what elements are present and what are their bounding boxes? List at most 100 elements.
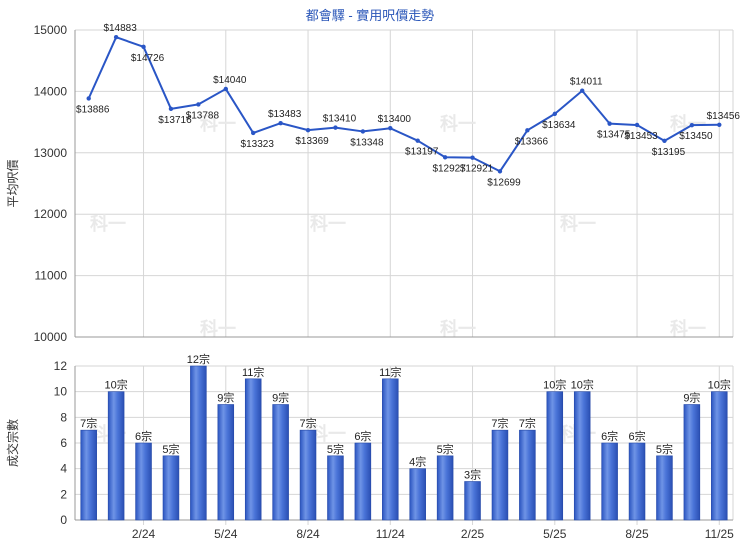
volume-bar-label: 9宗 <box>683 391 700 405</box>
volume-bar-label: 7宗 <box>80 416 97 430</box>
volume-bar <box>162 455 180 521</box>
line-ytick-label: 14000 <box>34 84 68 98</box>
volume-bar <box>546 391 564 521</box>
price-point <box>497 169 503 174</box>
watermark-text: 科一 <box>200 318 236 340</box>
price-point <box>196 102 201 107</box>
price-point-label: $13788 <box>186 110 220 121</box>
bar-ytick-label: 12 <box>54 359 68 373</box>
volume-bar <box>711 391 728 521</box>
price-point-label: $13453 <box>624 131 658 142</box>
line-ytick-label: 10000 <box>34 330 68 344</box>
bar-y-axis-label: 成交宗數 <box>5 419 20 467</box>
watermark-text: 科一 <box>670 318 706 340</box>
bar-ytick-label: 10 <box>54 385 68 399</box>
x-tick-label: 8/25 <box>625 527 649 541</box>
watermark-text: 科一 <box>200 113 236 135</box>
line-y-axis-label: 平均呎價 <box>6 159 20 207</box>
volume-bar <box>464 481 481 521</box>
watermark-text: 科一 <box>90 213 126 235</box>
watermark-text: 科一 <box>440 318 476 340</box>
price-point <box>333 125 338 130</box>
price-point <box>168 106 174 112</box>
volume-bar <box>409 468 426 521</box>
price-point <box>607 121 612 126</box>
price-point-label: $14883 <box>103 23 137 34</box>
axes-layer <box>74 30 733 521</box>
price-point-label: $12927 <box>432 163 466 174</box>
price-point <box>662 138 667 144</box>
watermark-text: 科一 <box>670 113 706 135</box>
bar-ytick-label: 4 <box>60 462 67 476</box>
price-point-label: $13369 <box>295 136 329 147</box>
volume-bar-label: 10宗 <box>543 378 566 392</box>
volume-bar <box>354 442 372 521</box>
volume-bar <box>683 404 701 521</box>
volume-bar-label: 7宗 <box>491 416 508 430</box>
price-point <box>113 34 119 40</box>
volume-bar <box>272 404 289 521</box>
x-tick-label: 11/24 <box>376 527 405 541</box>
volume-bar-label: 10宗 <box>571 378 594 392</box>
price-point-label: $13323 <box>241 139 275 150</box>
price-point-label: $14011 <box>570 77 603 88</box>
x-tick-label: 8/24 <box>296 527 320 541</box>
price-series-line <box>87 36 720 173</box>
volume-bar-label: 6宗 <box>601 429 618 443</box>
volume-bar-label: 6宗 <box>354 429 371 443</box>
x-tick-label: 5/24 <box>214 527 238 541</box>
price-point <box>580 88 585 93</box>
volume-bar <box>244 378 262 521</box>
price-point <box>305 127 311 133</box>
volume-bar <box>519 429 536 521</box>
volume-bar-label: 6宗 <box>628 429 645 443</box>
volume-bar-label: 11宗 <box>242 365 264 379</box>
price-point-label: $13197 <box>405 147 439 158</box>
price-point <box>415 138 420 143</box>
line-ytick-label: 13000 <box>34 146 68 160</box>
price-point <box>442 155 448 160</box>
price-point <box>278 120 283 126</box>
price-point-label: $13400 <box>378 114 412 125</box>
volume-bar-label: 7宗 <box>299 416 316 430</box>
volume-bar-label: 9宗 <box>217 391 234 405</box>
volume-bar-label: 6宗 <box>135 429 152 443</box>
volume-bar <box>107 391 125 521</box>
line-ytick-label: 11000 <box>35 269 68 283</box>
price-point <box>470 155 475 160</box>
x-tick-label: 2/24 <box>132 527 156 541</box>
price-point <box>86 96 91 101</box>
volume-bar <box>573 391 591 521</box>
volume-bar-label: 10宗 <box>708 378 731 392</box>
labels-layer: 10000 11000 12000 13000 14000 15000 平均呎價 $13886… <box>5 23 740 541</box>
volume-bar <box>80 429 97 521</box>
bars-layer <box>80 365 728 521</box>
price-point-label: $13886 <box>76 104 110 115</box>
price-point <box>689 122 695 128</box>
volume-bar <box>656 455 673 521</box>
price-point <box>525 128 530 133</box>
watermark-text: 科一 <box>560 213 596 235</box>
bar-ytick-label: 0 <box>60 513 67 527</box>
volume-bar <box>217 404 235 521</box>
volume-bar <box>327 455 344 521</box>
volume-bar-label: 5宗 <box>162 442 179 456</box>
volume-bar <box>436 455 454 521</box>
price-point-label: $13716 <box>158 115 192 126</box>
x-tick-label: 5/25 <box>543 527 567 541</box>
watermark-text: 科一 <box>440 113 476 135</box>
volume-bar-label: 12宗 <box>187 352 210 366</box>
price-point-label: $13348 <box>350 137 384 148</box>
watermark-text: 科一 <box>310 423 346 445</box>
volume-bar <box>135 442 152 521</box>
price-point <box>251 130 256 136</box>
price-point-label: $13634 <box>542 120 576 131</box>
price-point-label: $13483 <box>268 109 302 120</box>
price-point-label: $13195 <box>652 147 686 158</box>
volume-bar <box>491 429 509 521</box>
volume-bar <box>628 442 646 521</box>
volume-bar-label: 7宗 <box>519 416 536 430</box>
volume-bar-label: 3宗 <box>464 468 481 482</box>
